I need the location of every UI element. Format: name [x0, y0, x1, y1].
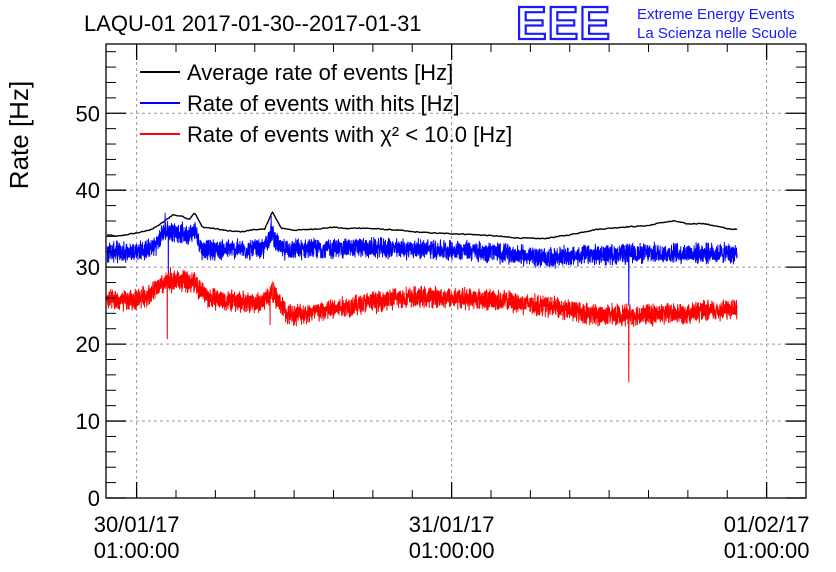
logo-mark: EEE — [516, 0, 611, 49]
x-tick-label-date: 30/01/17 — [94, 512, 180, 537]
y-tick-label: 30 — [76, 255, 100, 280]
eee-logo: EEE Extreme Energy Events La Scienza nel… — [515, 0, 797, 50]
y-tick-label: 50 — [76, 101, 100, 126]
y-tick-label: 20 — [76, 332, 100, 357]
series-line-0 — [106, 211, 738, 240]
series-line-2 — [106, 266, 738, 383]
y-tick-label: 0 — [88, 486, 100, 511]
axes: 0102030405030/01/1701:00:0031/01/1701:00… — [76, 43, 810, 563]
logo-line2: La Scienza nelle Scuole — [637, 25, 797, 42]
x-tick-label-time: 01:00:00 — [94, 538, 180, 563]
legend-entry-2: Rate of events with χ² < 10.0 [Hz] — [187, 122, 512, 147]
x-tick-label-time: 01:00:00 — [409, 538, 495, 563]
series-line-1 — [106, 212, 738, 307]
y-tick-label: 40 — [76, 178, 100, 203]
legend-entry-0: Average rate of events [Hz] — [187, 60, 453, 85]
plot-frame — [105, 43, 807, 499]
y-tick-label: 10 — [76, 409, 100, 434]
x-tick-label-time: 01:00:00 — [724, 538, 810, 563]
series-layer — [106, 211, 738, 383]
y-axis-title: Rate [Hz] — [4, 81, 34, 189]
chart-title: LAQU-01 2017-01-30--2017-01-31 — [84, 11, 422, 36]
logo-line1: Extreme Energy Events — [637, 6, 795, 23]
grid — [106, 44, 806, 498]
legend: Average rate of events [Hz] Rate of event… — [140, 60, 512, 147]
x-tick-label-date: 01/02/17 — [724, 512, 810, 537]
legend-entry-1: Rate of events with hits [Hz] — [187, 91, 460, 116]
x-tick-label-date: 31/01/17 — [409, 512, 495, 537]
